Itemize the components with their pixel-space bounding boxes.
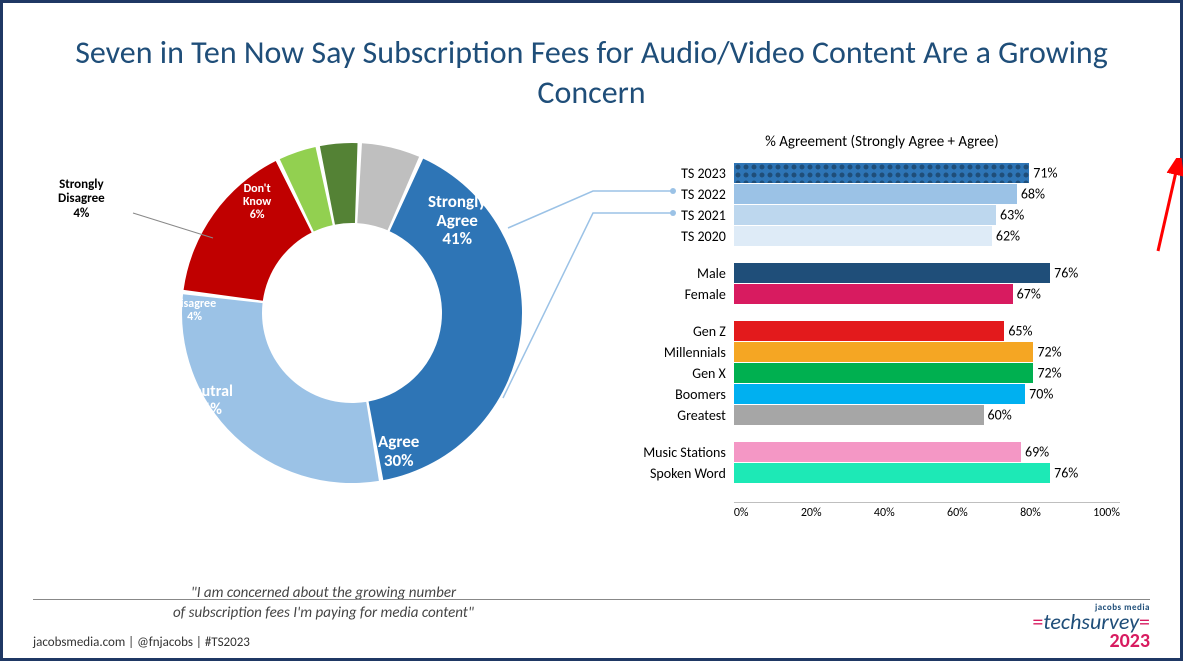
bar-track: 65% [734,321,1150,341]
bar-value: 68% [1021,186,1045,203]
bar-fill [734,384,1025,404]
bar-track: 70% [734,384,1150,404]
bars-panel: % Agreement (Strongly Agree + Agree) TS … [614,123,1150,593]
x-tick: 0% [734,506,749,520]
bar-fill [734,163,1029,183]
bar-row: TS 2020 62% [614,226,1150,246]
bar-track: 71% [734,163,1150,183]
bar-label: Female [614,286,734,303]
bar-value: 67% [1017,286,1041,303]
bar-label: Gen Z [614,323,734,340]
bar-label: TS 2020 [614,228,734,245]
bar-label: TS 2021 [614,207,734,224]
bar-row: TS 2022 68% [614,184,1150,204]
bar-track: 67% [734,284,1150,304]
bar-fill [734,226,992,246]
bar-fill [734,284,1013,304]
bar-track: 72% [734,363,1150,383]
bar-value: 60% [988,407,1012,424]
bar-label: Millennials [614,344,734,361]
bar-fill [734,205,996,225]
bar-track: 76% [734,263,1150,283]
bar-label: Gen X [614,365,734,382]
x-tick: 20% [801,506,822,520]
content-area: StronglyAgree41% Agree30% Neutral16% Disagr… [33,123,1150,593]
bar-value: 71% [1033,165,1057,182]
bar-row: Male 76% [614,263,1150,283]
bar-row: TS 2023 71% [614,163,1150,183]
x-axis-ticks: 0% 20% 40% 60% 80% 100% [734,506,1120,520]
bar-chart: TS 2023 71% TS 2022 68% TS 2021 63% TS 2020 62%… [614,163,1150,533]
bar-label: Male [614,265,734,282]
slice-label: Neutral16% [183,383,233,418]
bar-label: TS 2023 [614,165,734,182]
slice-label: Agree30% [378,433,419,470]
x-axis [734,502,1120,503]
bar-value: 72% [1037,365,1061,382]
bar-value: 70% [1029,386,1053,403]
bar-row: Music Stations 69% [614,442,1150,462]
x-tick: 60% [947,506,968,520]
donut-chart: StronglyAgree41% Agree30% Neutral16% Disagr… [33,123,614,503]
x-tick: 40% [874,506,895,520]
bar-value: 69% [1025,444,1049,461]
bar-row: Gen X 72% [614,363,1150,383]
bar-fill [734,363,1034,383]
bar-fill [734,321,1005,341]
bar-track: 69% [734,442,1150,462]
x-tick: 80% [1020,506,1041,520]
bar-track: 72% [734,342,1150,362]
bar-value: 65% [1008,323,1032,340]
bar-row: Female 67% [614,284,1150,304]
bar-label: Greatest [614,407,734,424]
donut-panel: StronglyAgree41% Agree30% Neutral16% Disagr… [33,123,614,593]
bar-row: Millennials 72% [614,342,1150,362]
slice-label: Don'tKnow6% [243,183,271,223]
bar-value: 76% [1054,265,1078,282]
bar-label: Spoken Word [614,465,734,482]
bar-fill [734,463,1050,483]
bar-label: Boomers [614,386,734,403]
slide-title: Seven in Ten Now Say Subscription Fees f… [33,33,1150,113]
bar-row: Gen Z 65% [614,321,1150,341]
x-tick: 100% [1093,506,1120,520]
bar-label: Music Stations [614,444,734,461]
bar-value: 63% [1000,207,1024,224]
bar-fill [734,405,984,425]
bar-label: TS 2022 [614,186,734,203]
slide-frame: Seven in Ten Now Say Subscription Fees f… [0,0,1183,661]
bar-value: 62% [996,228,1020,245]
bar-fill [734,184,1017,204]
slice-label: StronglyAgree41% [428,193,486,249]
bar-row: TS 2021 63% [614,205,1150,225]
bar-track: 63% [734,205,1150,225]
slice-label: Disagree4% [173,298,216,324]
slice-label: StronglyDisagree4% [58,178,105,221]
bar-row: Boomers 70% [614,384,1150,404]
footer-text: jacobsmedia.com | @fnjacobs | #TS2023 [33,635,250,650]
bars-title: % Agreement (Strongly Agree + Agree) [614,133,1150,151]
bar-track: 68% [734,184,1150,204]
bar-row: Greatest 60% [614,405,1150,425]
bar-fill [734,342,1034,362]
bar-value: 72% [1037,344,1061,361]
bar-track: 60% [734,405,1150,425]
trend-arrow [1150,158,1183,261]
donut-svg [162,123,542,503]
bar-value: 76% [1054,465,1078,482]
footer-logo: jacobs media techsurvey 2023 [1032,604,1150,650]
bar-fill [734,263,1050,283]
bar-track: 62% [734,226,1150,246]
bar-track: 76% [734,463,1150,483]
footer: jacobsmedia.com | @fnjacobs | #TS2023 ja… [33,599,1150,650]
bar-row: Spoken Word 76% [614,463,1150,483]
bar-fill [734,442,1021,462]
